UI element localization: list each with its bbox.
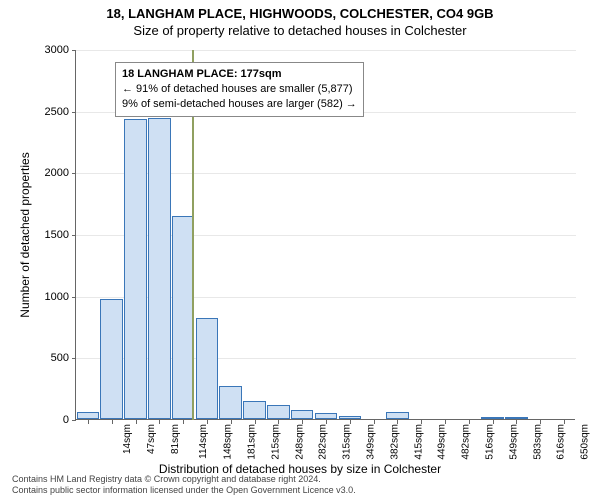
ytick-label: 1000	[45, 291, 69, 303]
xtick-label: 47sqm	[146, 424, 157, 454]
annotation-line2: ← 91% of detached houses are smaller (5,…	[122, 83, 353, 95]
xtick-mark	[159, 420, 160, 424]
xtick-mark	[469, 420, 470, 424]
xtick-mark	[397, 420, 398, 424]
xtick-label: 616sqm	[556, 424, 567, 460]
histogram-bar	[219, 386, 242, 419]
chart-container: 18, LANGHAM PLACE, HIGHWOODS, COLCHESTER…	[0, 0, 600, 500]
ytick-mark	[72, 420, 76, 421]
xtick-label: 181sqm	[247, 424, 258, 460]
ytick-mark	[72, 50, 76, 51]
histogram-bar	[386, 412, 409, 419]
histogram-bar	[148, 118, 171, 419]
xtick-mark	[540, 420, 541, 424]
y-axis-label: Number of detached properties	[18, 152, 32, 317]
xtick-mark	[88, 420, 89, 424]
xtick-label: 148sqm	[223, 424, 234, 460]
histogram-bar	[243, 401, 266, 420]
histogram-bar	[267, 405, 290, 419]
grid-line	[76, 50, 576, 51]
xtick-mark	[493, 420, 494, 424]
xtick-mark	[231, 420, 232, 424]
xtick-label: 415sqm	[413, 424, 424, 460]
ytick-label: 2000	[45, 167, 69, 179]
annotation-line3: 9% of semi-detached houses are larger (5…	[122, 98, 357, 110]
annotation-box: 18 LANGHAM PLACE: 177sqm ← 91% of detach…	[115, 62, 364, 117]
xtick-label: 583sqm	[532, 424, 543, 460]
xtick-mark	[278, 420, 279, 424]
footer-credits: Contains HM Land Registry data © Crown c…	[12, 474, 356, 497]
histogram-bar	[196, 318, 219, 419]
xtick-mark	[350, 420, 351, 424]
xtick-label: 114sqm	[198, 424, 209, 459]
xtick-mark	[445, 420, 446, 424]
xtick-mark	[374, 420, 375, 424]
chart-title-address: 18, LANGHAM PLACE, HIGHWOODS, COLCHESTER…	[0, 0, 600, 21]
histogram-bar	[339, 416, 362, 419]
xtick-label: 449sqm	[437, 424, 448, 460]
ytick-label: 0	[63, 414, 69, 426]
histogram-bar	[505, 417, 528, 419]
xtick-label: 382sqm	[389, 424, 400, 460]
histogram-bar	[481, 417, 504, 419]
histogram-bar	[291, 410, 314, 419]
xtick-mark	[112, 420, 113, 424]
xtick-label: 315sqm	[342, 424, 353, 460]
xtick-mark	[183, 420, 184, 424]
xtick-mark	[302, 420, 303, 424]
ytick-mark	[72, 235, 76, 236]
ytick-mark	[72, 173, 76, 174]
xtick-label: 14sqm	[122, 424, 133, 454]
xtick-mark	[136, 420, 137, 424]
xtick-mark	[421, 420, 422, 424]
histogram-bar	[124, 119, 147, 419]
ytick-label: 1500	[45, 229, 69, 241]
xtick-mark	[326, 420, 327, 424]
histogram-bar	[172, 216, 195, 420]
footer-line2: Contains public sector information licen…	[12, 485, 356, 495]
ytick-mark	[72, 112, 76, 113]
xtick-mark	[516, 420, 517, 424]
chart-title-subtitle: Size of property relative to detached ho…	[0, 21, 600, 38]
xtick-mark	[564, 420, 565, 424]
xtick-label: 248sqm	[294, 424, 305, 460]
histogram-bar	[315, 413, 338, 419]
xtick-label: 650sqm	[580, 424, 591, 460]
xtick-label: 349sqm	[366, 424, 377, 460]
xtick-label: 549sqm	[508, 424, 519, 460]
xtick-label: 482sqm	[461, 424, 472, 460]
xtick-label: 516sqm	[485, 424, 496, 460]
histogram-bar	[100, 299, 123, 419]
ytick-label: 500	[51, 352, 69, 364]
xtick-label: 215sqm	[270, 424, 281, 460]
ytick-label: 3000	[45, 44, 69, 56]
ytick-mark	[72, 297, 76, 298]
xtick-mark	[207, 420, 208, 424]
xtick-label: 282sqm	[318, 424, 329, 460]
ytick-label: 2500	[45, 106, 69, 118]
histogram-bar	[77, 412, 100, 419]
footer-line1: Contains HM Land Registry data © Crown c…	[12, 474, 321, 484]
xtick-label: 81sqm	[170, 424, 181, 454]
chart-plot-area: 14sqm47sqm81sqm114sqm148sqm181sqm215sqm2…	[75, 50, 575, 420]
xtick-mark	[255, 420, 256, 424]
annotation-line1: 18 LANGHAM PLACE: 177sqm	[122, 68, 282, 80]
ytick-mark	[72, 358, 76, 359]
